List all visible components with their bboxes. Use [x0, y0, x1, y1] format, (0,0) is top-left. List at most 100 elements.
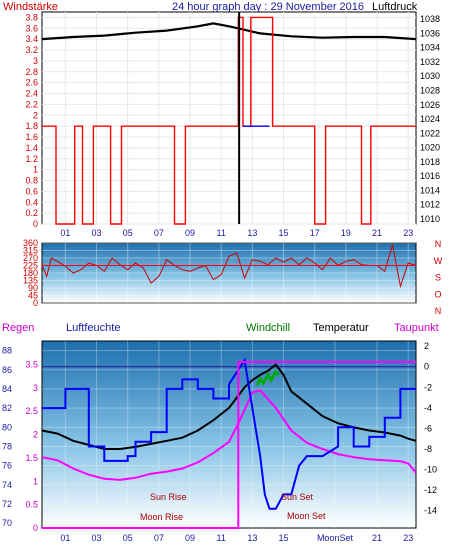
bottom-series: [41, 357, 417, 529]
top-chart-title: 24 hour graph day : 29 November 2016: [172, 1, 364, 13]
x-tick-label: 01: [60, 228, 70, 238]
y-left-tick-label: 1: [33, 165, 38, 175]
rain-tick-label: 1.5: [25, 453, 38, 463]
x-tick-label: 03: [92, 533, 102, 543]
y-left-tick-label: 0.4: [25, 197, 38, 207]
humidity-tick-label: 74: [2, 480, 12, 490]
middle-series: [41, 244, 417, 289]
x-tick-label: 11: [217, 533, 226, 543]
x-tick-label: 15: [279, 533, 289, 543]
y-tick-label: 45: [28, 291, 38, 301]
wind-series: [42, 16, 416, 225]
y-left-tick-label: 2.4: [25, 89, 38, 99]
y-left-tick-label: 2.8: [25, 67, 38, 77]
sun-rise-annotation: Sun Rise: [150, 492, 187, 502]
y-right-tick-label: 1036: [420, 28, 440, 38]
middle-plot-area: [41, 242, 417, 304]
label-regen: Regen: [2, 322, 34, 334]
y-left-tick-label: 2.6: [25, 78, 38, 88]
humidity-tick-label: 82: [2, 403, 12, 413]
y-right-tick-label: 1032: [420, 57, 440, 67]
rain-tick-label: 0.5: [25, 500, 38, 510]
compass-label: N: [435, 306, 442, 316]
y-tick-label: 315: [23, 246, 38, 256]
humidity-tick-label: 70: [2, 518, 12, 528]
y-left-tick-label: 1.2: [25, 154, 38, 164]
top-left-label: Windstärke: [3, 1, 58, 13]
x-tick-label: 11: [217, 228, 226, 238]
x-tick-label: 05: [123, 533, 133, 543]
y-right-tick-label: 1028: [420, 86, 440, 96]
top-series: [41, 12, 417, 225]
y-tick-label: 180: [23, 268, 38, 278]
top-right-label: Luftdruck: [372, 1, 418, 13]
label-windchill: Windchill: [246, 322, 290, 334]
y-tick-label: 90: [28, 283, 38, 293]
pressure-series: [41, 22, 417, 41]
taupunkt-series: [41, 389, 417, 481]
x-tick-label: 23: [403, 533, 413, 543]
x-tick-label: 21: [372, 533, 382, 543]
y-left-tick-label: 2: [33, 110, 38, 120]
y-tick-label: 270: [23, 253, 38, 263]
x-tick-label: 01: [60, 533, 70, 543]
y-left-tick-label: 1.4: [25, 143, 38, 153]
humidity-tick-label: 76: [2, 461, 12, 471]
humidity-tick-label: 88: [2, 346, 12, 356]
temp-tick-label: -4: [424, 403, 432, 413]
y-left-tick-label: 3.6: [25, 23, 38, 33]
temp-tick-label: -6: [424, 423, 432, 433]
y-right-tick-label: 1022: [420, 128, 440, 138]
rain-tick-label: 3.5: [25, 359, 38, 369]
x-tick-label: 13: [247, 228, 257, 238]
compass-label: S: [435, 273, 441, 283]
rain-tick-label: 0: [33, 523, 38, 533]
regen-series: [42, 361, 416, 529]
y-right-tick-label: 1016: [420, 171, 440, 181]
bottom-grid: [42, 341, 416, 528]
y-tick-label: 135: [23, 276, 38, 286]
moon-rise-annotation: Moon Rise: [140, 512, 183, 522]
y-left-tick-label: 3.8: [25, 12, 38, 22]
temp-tick-label: -8: [424, 444, 432, 454]
y-right-tick-label: 1026: [420, 100, 440, 110]
moon-set-annotation: Moon Set: [287, 511, 326, 521]
x-tick-label: 09: [185, 533, 195, 543]
y-left-tick-label: 0.2: [25, 208, 38, 218]
y-right-tick-label: 1012: [420, 200, 440, 210]
humidity-tick-label: 86: [2, 365, 12, 375]
x-tick-label: 17: [310, 228, 320, 238]
bottom-axes: 70 72 74 76 78 80 82 84 86 88 0 0.5 1 1.5 2 2.5 3 3.5 -14 -…: [2, 341, 437, 543]
y-tick-label: 0: [33, 298, 38, 308]
x-tick-label: 03: [92, 228, 102, 238]
y-right-tick-label: 1014: [420, 185, 440, 195]
top-plot-area: [41, 11, 417, 225]
temp-tick-label: 2: [424, 341, 429, 351]
y-left-tick-label: 1.6: [25, 132, 38, 142]
label-luftfeuchte: Luftfeuchte: [66, 322, 120, 334]
x-tick-label: MoonSet: [317, 533, 354, 543]
x-tick-label: 07: [154, 533, 164, 543]
temp-tick-label: -12: [424, 485, 437, 495]
y-right-tick-label: 1018: [420, 157, 440, 167]
x-tick-label: 09: [185, 228, 195, 238]
compass-label: N: [435, 239, 442, 249]
x-tick-label: 15: [279, 228, 289, 238]
y-right-tick-label: 1024: [420, 114, 440, 124]
temp-tick-label: -10: [424, 465, 437, 475]
y-left-tick-label: 0.8: [25, 176, 38, 186]
y-right-tick-label: 1010: [420, 214, 440, 224]
x-tick-label: 07: [154, 228, 164, 238]
y-left-tick-label: 0: [33, 219, 38, 229]
y-left-tick-label: 3: [33, 56, 38, 66]
compass-label: O: [434, 289, 441, 299]
temp-tick-label: -14: [424, 506, 437, 516]
temp-tick-label: -2: [424, 382, 432, 392]
y-left-tick-label: 3.4: [25, 34, 38, 44]
rain-tick-label: 2.5: [25, 406, 38, 416]
humidity-tick-label: 80: [2, 422, 12, 432]
y-left-tick-label: 1.8: [25, 121, 38, 131]
y-tick-label: 360: [23, 238, 38, 248]
label-temperatur: Temperatur: [313, 322, 369, 334]
